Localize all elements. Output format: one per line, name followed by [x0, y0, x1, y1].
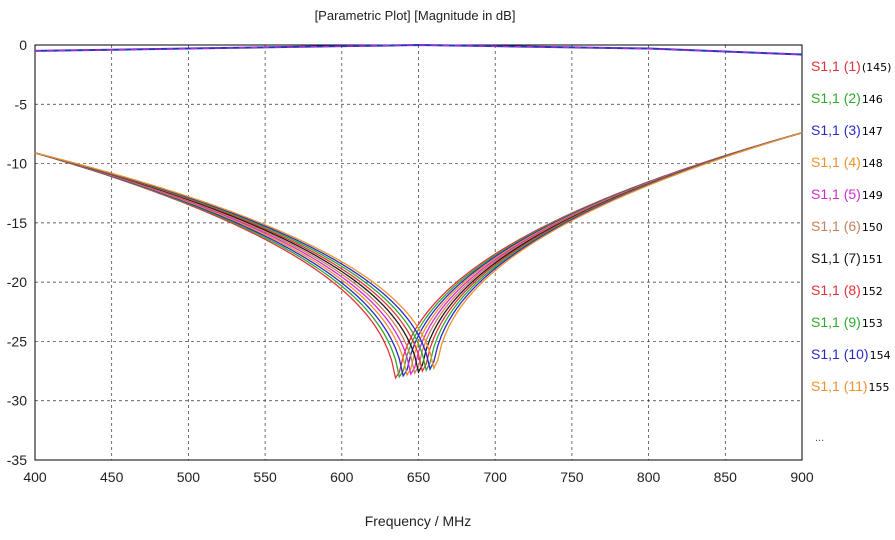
- y-tick-label: -5: [15, 96, 28, 112]
- grid-layer: [35, 45, 802, 460]
- x-tick-label: 850: [714, 469, 738, 485]
- legend-series-name: S1,1 (7): [811, 250, 861, 266]
- chart-title: [Parametric Plot] [Magnitude in dB]: [315, 8, 516, 23]
- series-line-11: [34, 132, 803, 371]
- y-tick-label: -25: [7, 333, 27, 349]
- legend-param-value: 147: [861, 125, 883, 138]
- legend-item: S1,1 (6)150: [811, 218, 883, 234]
- legend-series-name: S1,1 (8): [811, 282, 861, 298]
- y-tick-label: -35: [7, 452, 27, 468]
- y-tick-label: -10: [7, 156, 27, 172]
- y-tick-label: 0: [19, 37, 27, 53]
- legend-series-name: S1,1 (9): [811, 314, 861, 330]
- legend-item: S1,1 (7)151: [811, 250, 883, 266]
- x-tick-label: 750: [560, 469, 584, 485]
- y-tick-label: -20: [7, 274, 27, 290]
- legend-param-value: 150: [861, 221, 883, 234]
- legend-item: S1,1 (8)152: [811, 282, 883, 298]
- legend-param-value: 151: [861, 253, 883, 266]
- legend-series-name: S1,1 (2): [811, 90, 861, 106]
- x-tick-label: 600: [330, 469, 354, 485]
- legend-series-name: S1,1 (4): [811, 154, 861, 170]
- legend-item: S1,1 (1)(145): [811, 58, 891, 74]
- legend-series-name: S1,1 (6): [811, 218, 861, 234]
- legend-param-value: 152: [861, 285, 883, 298]
- legend-param-value: 155: [868, 381, 890, 394]
- x-tick-label: 500: [177, 469, 201, 485]
- legend-item: S1,1 (10)154: [811, 346, 891, 362]
- x-tick-label: 550: [253, 469, 277, 485]
- legend-param-value: 146: [861, 93, 883, 106]
- legend-param-value: 154: [869, 349, 891, 362]
- y-axis-ticks: 0 -5 -10 -15 -20 -25 -30 -35: [7, 37, 27, 468]
- y-tick-label: -15: [7, 215, 27, 231]
- x-axis-ticks: 400 450 500 550 600 650 700 750 800 850 900: [23, 469, 814, 485]
- legend-item: S1,1 (4)148: [811, 154, 883, 170]
- series-layer: [34, 43, 803, 380]
- x-tick-label: 900: [790, 469, 814, 485]
- legend-param-value: 149: [861, 189, 883, 202]
- series-line-6: [34, 132, 803, 375]
- legend-param-value: (145): [861, 61, 892, 74]
- y-tick-label: -30: [7, 393, 27, 409]
- legend-series-name: S1,1 (10): [811, 346, 869, 362]
- legend-item: S1,1 (5)149: [811, 186, 883, 202]
- top-trace-overlay-line: [34, 44, 803, 55]
- x-tick-label: 450: [100, 469, 124, 485]
- x-tick-label: 650: [407, 469, 431, 485]
- legend-item: S1,1 (2)146: [811, 90, 883, 106]
- legend-series-name: S1,1 (11): [811, 378, 868, 394]
- x-axis-label: Frequency / MHz: [365, 513, 472, 529]
- legend-series-name: S1,1 (3): [811, 122, 861, 138]
- legend-series-name: S1,1 (5): [811, 186, 861, 202]
- legend-param-value: 153: [861, 317, 883, 330]
- x-tick-label: 700: [484, 469, 508, 485]
- legend-item: S1,1 (11)155: [811, 378, 890, 394]
- legend-more-indicator: ...: [815, 432, 825, 444]
- legend-series-name: S1,1 (1): [811, 58, 861, 74]
- x-tick-label: 800: [637, 469, 661, 485]
- legend-param-value: 148: [861, 157, 883, 170]
- legend-item: S1,1 (3)147: [811, 122, 883, 138]
- legend-item: S1,1 (9)153: [811, 314, 883, 330]
- x-tick-label: 400: [23, 469, 47, 485]
